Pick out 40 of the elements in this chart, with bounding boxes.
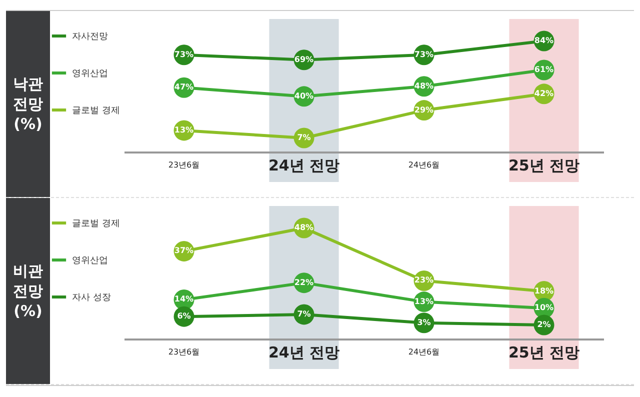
data-label: 42% [534,88,554,98]
data-label: 48% [414,81,434,90]
data-label: 13% [174,125,194,134]
data-label: 7% [297,133,311,142]
legend-label: 자사전망 [72,32,108,42]
x-tick-label: 24년6월 [408,160,440,170]
legend-label: 글로벌 경제 [72,106,120,116]
y-axis-title: 낙관 전망 (%) [6,11,50,197]
data-label: 14% [174,294,194,304]
y-axis-title: 비관 전망 (%) [6,198,50,384]
legend-label: 자사 성장 [72,293,111,303]
legend-label: 글로벌 경제 [72,219,120,229]
legend-label: 영위산업 [72,256,108,266]
data-label: 6% [177,312,191,321]
x-tick-label: 24년 전망 [268,156,340,174]
data-label: 69% [294,54,314,64]
data-label: 84% [534,36,554,45]
data-label: 7% [297,309,311,318]
x-tick-label: 25년 전망 [508,344,580,362]
data-label: 29% [414,105,434,114]
data-label: 13% [414,296,434,306]
data-label: 47% [174,82,194,92]
x-tick-label: 23년6월 [168,348,200,356]
data-label: 18% [534,286,554,296]
data-label: 73% [174,50,194,59]
data-label: 73% [414,50,434,59]
x-tick-label: 24년 전망 [268,344,340,362]
data-label: 37% [174,246,194,256]
data-label: 61% [534,64,554,74]
data-label: 48% [294,223,314,232]
data-label: 10% [534,303,554,312]
data-label: 23% [414,276,434,285]
x-tick-label: 25년 전망 [508,156,580,174]
data-label: 2% [537,320,551,329]
x-tick-label: 24년6월 [408,348,440,356]
data-label: 22% [294,278,314,287]
legend-label: 영위산업 [72,69,108,79]
x-tick-label: 23년6월 [168,160,200,170]
data-label: 40% [294,91,314,100]
data-label: 3% [417,318,431,327]
